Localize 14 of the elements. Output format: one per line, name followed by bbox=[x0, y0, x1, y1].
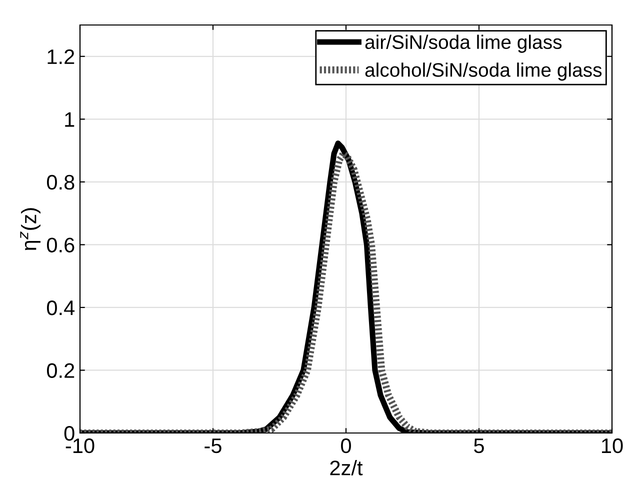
x-tick-label: -5 bbox=[204, 438, 222, 454]
y-tick-label: 0.6 bbox=[46, 238, 74, 252]
y-tick-label: 1 bbox=[65, 112, 74, 127]
y-axis-title: η$^{z}$(z) bbox=[20, 208, 40, 250]
x-axis-title: 2z/t bbox=[330, 460, 363, 476]
legend-label: air/SiN/soda lime glass bbox=[365, 34, 562, 53]
legend-label: alcohol/SiN/soda lime glass bbox=[365, 62, 602, 81]
x-tick-label: 10 bbox=[602, 438, 623, 454]
x-tick-label: 0 bbox=[341, 438, 351, 454]
y-tick-label: 1.2 bbox=[48, 49, 74, 64]
x-tick-label: 5 bbox=[474, 438, 484, 454]
y-tick-label: 0.2 bbox=[46, 363, 74, 378]
y-tick-label: 0.8 bbox=[46, 174, 74, 190]
y-tick-label: 0.4 bbox=[46, 300, 75, 316]
